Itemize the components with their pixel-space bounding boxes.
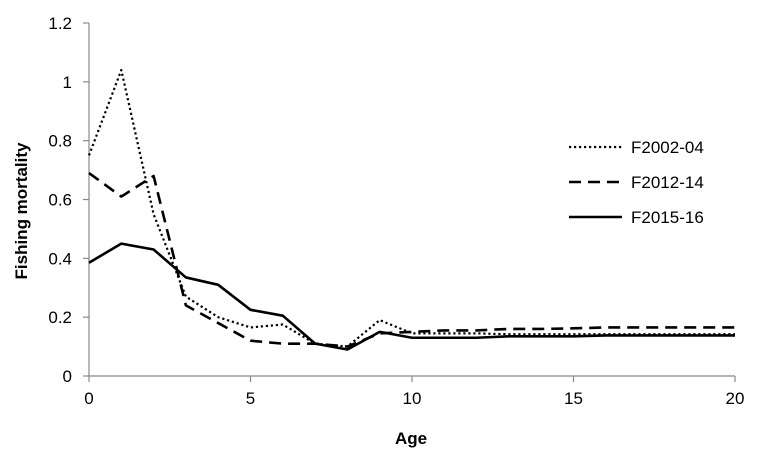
legend: F2002-04 F2012-14 F2015-16 [569, 138, 704, 227]
legend-label-f2015-16: F2015-16 [631, 208, 704, 227]
y-tick-label: 0.6 [48, 191, 72, 210]
series-line-f2012-14 [88, 171, 735, 348]
x-axis-label: Age [395, 429, 427, 448]
x-tick-label: 15 [564, 389, 583, 408]
series-layer [87, 68, 735, 351]
legend-label-f2012-14: F2012-14 [631, 173, 704, 192]
x-tick-label: 5 [246, 389, 255, 408]
y-tick-label: 0.2 [48, 308, 72, 327]
y-tick-label: 0 [63, 367, 72, 386]
series-line-f2002-04 [87, 68, 735, 348]
series-line-f2015-16 [88, 242, 735, 351]
y-tick-label: 0.4 [48, 249, 72, 268]
x-tick-label: 0 [84, 389, 93, 408]
y-tick-label: 1.2 [48, 14, 72, 33]
x-tick-label: 20 [726, 389, 745, 408]
y-tick-label: 0.8 [48, 132, 72, 151]
y-tick-label: 1 [63, 73, 72, 92]
legend-label-f2002-04: F2002-04 [631, 138, 704, 157]
axes: 0 0.2 0.4 0.6 0.8 1 1.2 0 5 10 15 20 [48, 14, 744, 408]
y-axis-label: Fishing mortality [12, 142, 31, 280]
x-tick-label: 10 [403, 389, 422, 408]
